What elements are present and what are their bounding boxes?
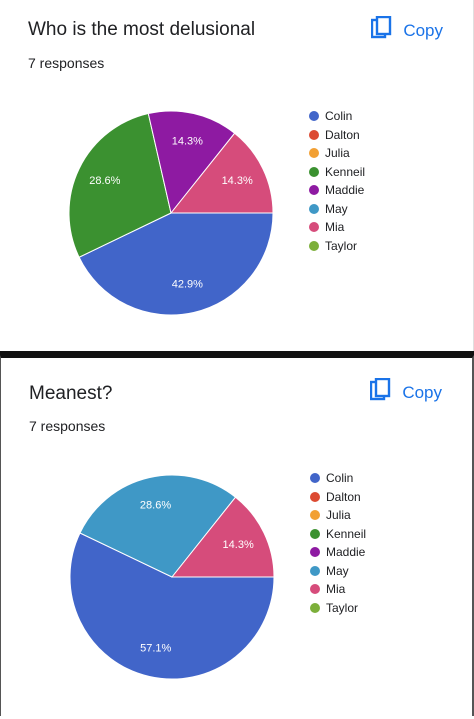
legend-swatch [310, 491, 320, 502]
pie-slice-colin[interactable] [69, 532, 275, 680]
legend-swatch [309, 129, 319, 140]
chart-card-meanest: Meanest? 7 responses Copy 57.1% 28.6% 14.3… [0, 355, 474, 716]
chart-title: Meanest? [29, 383, 113, 404]
legend-item-maddie[interactable]: Maddie [309, 181, 365, 200]
copy-icon [371, 15, 393, 45]
legend-label: May [326, 563, 349, 578]
pie-slice-mia[interactable] [170, 496, 275, 578]
legend-swatch [309, 185, 319, 196]
chart-legend: Colin Dalton Julia Kenneil Maddie May Mia Taylo… [309, 107, 365, 255]
copy-label: Copy [402, 382, 442, 402]
legend-swatch [309, 166, 319, 177]
legend-item-may[interactable]: May [309, 200, 365, 219]
legend-item-may[interactable]: May [310, 562, 366, 581]
legend-label: Taylor [326, 600, 359, 615]
legend-label: Colin [326, 471, 354, 486]
pie-slice-kenneil[interactable] [68, 112, 172, 258]
legend-label: Taylor [325, 238, 358, 253]
legend-label: Kenneil [325, 164, 366, 179]
pie-slice-maddie[interactable] [147, 110, 236, 215]
copy-button[interactable]: Copy [371, 15, 443, 45]
legend-swatch [310, 510, 320, 521]
legend-item-taylor[interactable]: Taylor [310, 599, 366, 618]
legend-item-taylor[interactable]: Taylor [309, 237, 365, 256]
chart-legend: Colin Dalton Julia Kenneil Maddie May Mia Taylo… [310, 469, 366, 617]
slice-label-mia: 14.3% [223, 539, 254, 551]
legend-label: Mia [326, 582, 346, 597]
legend-swatch [310, 473, 320, 484]
pie-slice-may[interactable] [79, 474, 237, 578]
copy-button[interactable]: Copy [370, 377, 442, 407]
legend-item-dalton[interactable]: Dalton [309, 126, 365, 145]
legend-label: Julia [326, 508, 351, 523]
legend-swatch [309, 240, 319, 251]
pie-chart: 42.9% 28.6% 14.3% 14.3% [68, 110, 274, 316]
copy-label: Copy [403, 20, 443, 40]
legend-label: Dalton [325, 127, 360, 142]
legend-item-kenneil[interactable]: Kenneil [310, 525, 366, 544]
legend-label: Mia [325, 220, 345, 235]
legend-swatch [310, 602, 320, 613]
pie-slice-colin[interactable] [78, 212, 274, 316]
slice-label-kenneil: 28.6% [89, 175, 120, 187]
legend-swatch [310, 584, 320, 595]
legend-swatch [310, 565, 320, 576]
legend-item-kenneil[interactable]: Kenneil [309, 163, 365, 182]
legend-label: Julia [325, 146, 350, 161]
response-count: 7 responses [29, 418, 106, 434]
legend-swatch [310, 528, 320, 539]
slice-label-colin: 42.9% [172, 279, 203, 291]
legend-item-dalton[interactable]: Dalton [310, 488, 366, 507]
legend-label: Colin [325, 109, 353, 124]
pie-chart: 57.1% 28.6% 14.3% [69, 474, 275, 680]
legend-item-mia[interactable]: Mia [309, 218, 365, 237]
legend-item-mia[interactable]: Mia [310, 580, 366, 599]
chart-card-delusional: Who is the most delusional 7 responses C… [0, 0, 474, 352]
legend-label: Maddie [325, 183, 365, 198]
copy-icon [370, 377, 392, 407]
legend-swatch [310, 547, 320, 558]
legend-swatch [309, 203, 319, 214]
legend-label: Dalton [326, 489, 361, 504]
chart-title: Who is the most delusional [28, 19, 256, 40]
slice-label-may: 28.6% [140, 499, 171, 511]
legend-swatch [309, 222, 319, 233]
response-count: 7 responses [28, 55, 105, 71]
slice-label-maddie: 14.3% [172, 135, 203, 147]
legend-item-maddie[interactable]: Maddie [310, 543, 366, 562]
legend-item-colin[interactable]: Colin [309, 107, 365, 126]
legend-item-julia[interactable]: Julia [309, 144, 365, 163]
legend-swatch [309, 148, 319, 159]
slice-label-mia: 14.3% [222, 175, 253, 187]
pie-slice-mia[interactable] [169, 132, 274, 214]
divider [0, 351, 474, 355]
legend-swatch [309, 111, 319, 122]
legend-item-colin[interactable]: Colin [310, 469, 366, 488]
legend-label: Kenneil [326, 526, 367, 541]
slice-label-colin: 57.1% [140, 643, 171, 655]
legend-label: May [325, 201, 348, 216]
legend-label: Maddie [326, 545, 366, 560]
legend-item-julia[interactable]: Julia [310, 506, 366, 525]
